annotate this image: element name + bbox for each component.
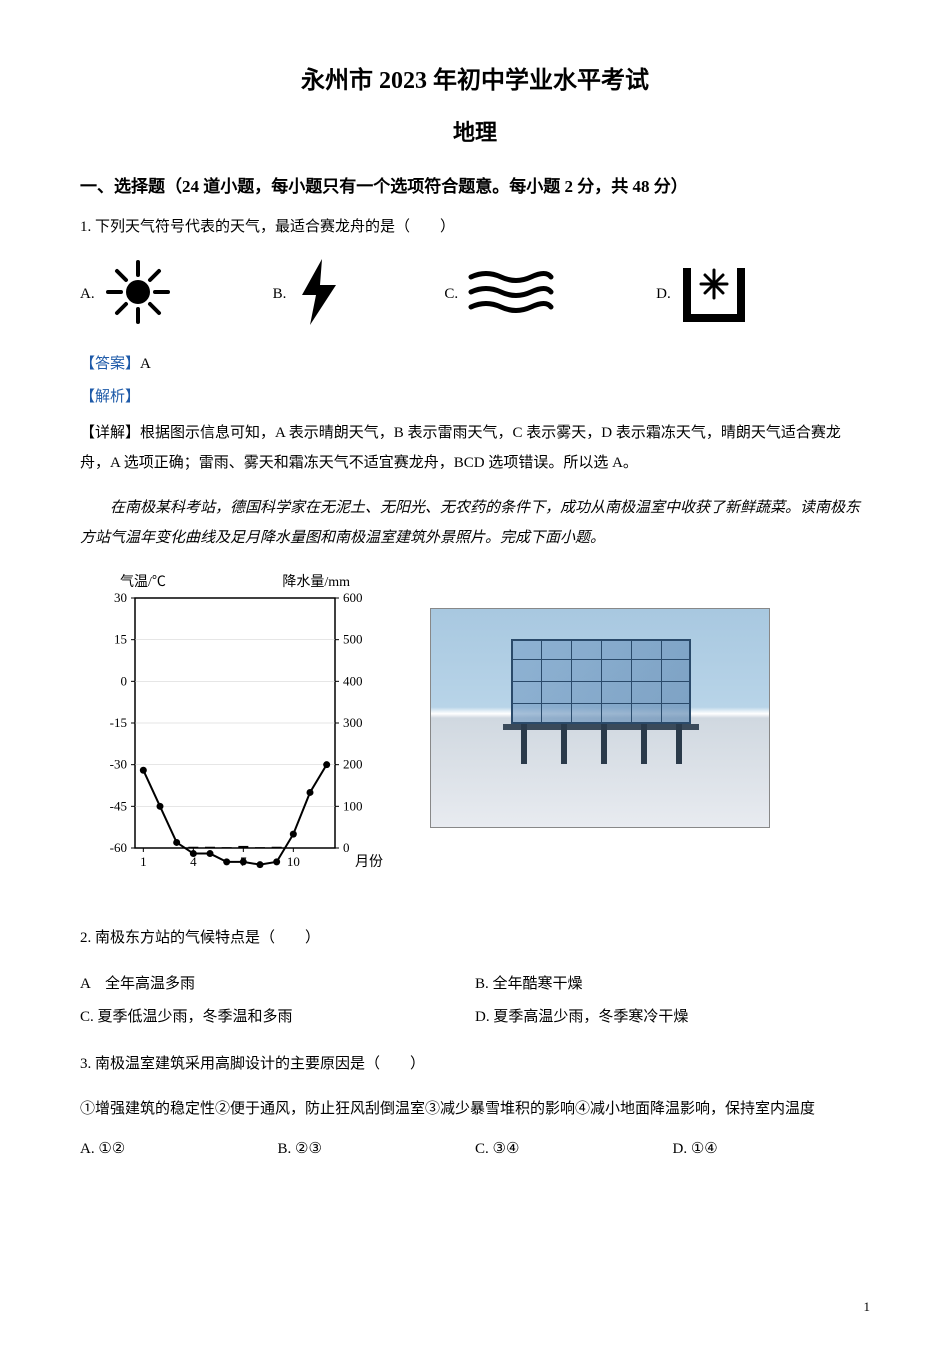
svg-text:10: 10 xyxy=(287,854,300,869)
question-3-statements: ①增强建筑的稳定性②便于通风，防止狂风刮倒温室③减少暴雪堆积的影响④减小地面降温… xyxy=(80,1094,870,1124)
option-b: B. xyxy=(273,257,345,332)
svg-text:月份: 月份 xyxy=(355,854,383,870)
question-3-text: 3. 南极温室建筑采用高脚设计的主要原因是（ ） xyxy=(80,1049,870,1079)
lightning-icon xyxy=(294,257,344,332)
answer-value: A xyxy=(140,356,151,372)
svg-text:600: 600 xyxy=(343,590,363,605)
climate-chart: 气温/℃ 降水量/mm 30 15 0 -15 -30 -45 -60 600 500 400 300 2… xyxy=(80,568,390,903)
q2-option-d: D. 夏季高温少雨，冬季寒冷干燥 xyxy=(475,1001,870,1034)
question-2-text: 2. 南极东方站的气候特点是（ ） xyxy=(80,923,870,953)
svg-text:300: 300 xyxy=(343,715,363,730)
q1-explanation: 【详解】根据图示信息可知，A 表示晴朗天气，B 表示雷雨天气，C 表示雾天，D … xyxy=(80,418,870,478)
q3-option-c: C. ③④ xyxy=(475,1139,673,1158)
page-title: 永州市 2023 年初中学业水平考试 xyxy=(80,60,870,95)
svg-text:30: 30 xyxy=(114,590,127,605)
fog-icon xyxy=(466,262,556,327)
svg-text:0: 0 xyxy=(121,673,128,688)
question-1-text: 1. 下列天气符号代表的天气，最适合赛龙舟的是（ ） xyxy=(80,212,870,242)
option-d: D. xyxy=(656,260,749,330)
question-1-options: A. B. C. xyxy=(80,257,870,332)
svg-text:-30: -30 xyxy=(110,757,127,772)
svg-text:200: 200 xyxy=(343,757,363,772)
option-c-label: C. xyxy=(444,286,458,303)
q1-analysis-label: 【解析】 xyxy=(80,385,870,406)
svg-text:-60: -60 xyxy=(110,840,127,855)
svg-text:-45: -45 xyxy=(110,798,127,813)
q3-option-a: A. ①② xyxy=(80,1139,278,1158)
svg-text:气温/℃: 气温/℃ xyxy=(120,574,166,590)
q3-option-b: B. ②③ xyxy=(278,1139,476,1158)
option-b-label: B. xyxy=(273,286,287,303)
svg-text:100: 100 xyxy=(343,798,363,813)
option-c: C. xyxy=(444,262,556,327)
figures-row: 气温/℃ 降水量/mm 30 15 0 -15 -30 -45 -60 600 500 400 300 2… xyxy=(80,568,870,903)
page-number: 1 xyxy=(864,1299,871,1315)
option-a-label: A. xyxy=(80,286,95,303)
passage-text: 在南极某科考站，德国科学家在无泥土、无阳光、无农药的条件下，成功从南极温室中收获… xyxy=(80,493,870,553)
svg-text:500: 500 xyxy=(343,632,363,647)
svg-text:400: 400 xyxy=(343,673,363,688)
question-2-options: A 全年高温多雨 B. 全年酷寒干燥 C. 夏季低温少雨，冬季温和多雨 D. 夏… xyxy=(80,968,870,1034)
answer-label: 【答案】 xyxy=(80,356,140,372)
page-subtitle: 地理 xyxy=(80,115,870,147)
option-a: A. xyxy=(80,257,173,332)
q2-option-b: B. 全年酷寒干燥 xyxy=(475,968,870,1001)
frost-icon xyxy=(679,260,749,330)
svg-text:-15: -15 xyxy=(110,715,127,730)
section-header: 一、选择题（24 道小题，每小题只有一个选项符合题意。每小题 2 分，共 48 … xyxy=(80,172,870,197)
svg-text:15: 15 xyxy=(114,632,127,647)
option-d-label: D. xyxy=(656,286,671,303)
q3-option-d: D. ①④ xyxy=(673,1139,871,1158)
sun-icon xyxy=(103,257,173,332)
svg-text:0: 0 xyxy=(343,840,350,855)
question-3-options: A. ①② B. ②③ C. ③④ D. ①④ xyxy=(80,1139,870,1158)
q1-answer: 【答案】A xyxy=(80,352,870,373)
q2-option-c: C. 夏季低温少雨，冬季温和多雨 xyxy=(80,1001,475,1034)
svg-text:降水量/mm: 降水量/mm xyxy=(282,574,350,590)
greenhouse-photo xyxy=(430,608,770,828)
svg-text:1: 1 xyxy=(140,854,147,869)
q2-option-a: A 全年高温多雨 xyxy=(80,968,475,1001)
